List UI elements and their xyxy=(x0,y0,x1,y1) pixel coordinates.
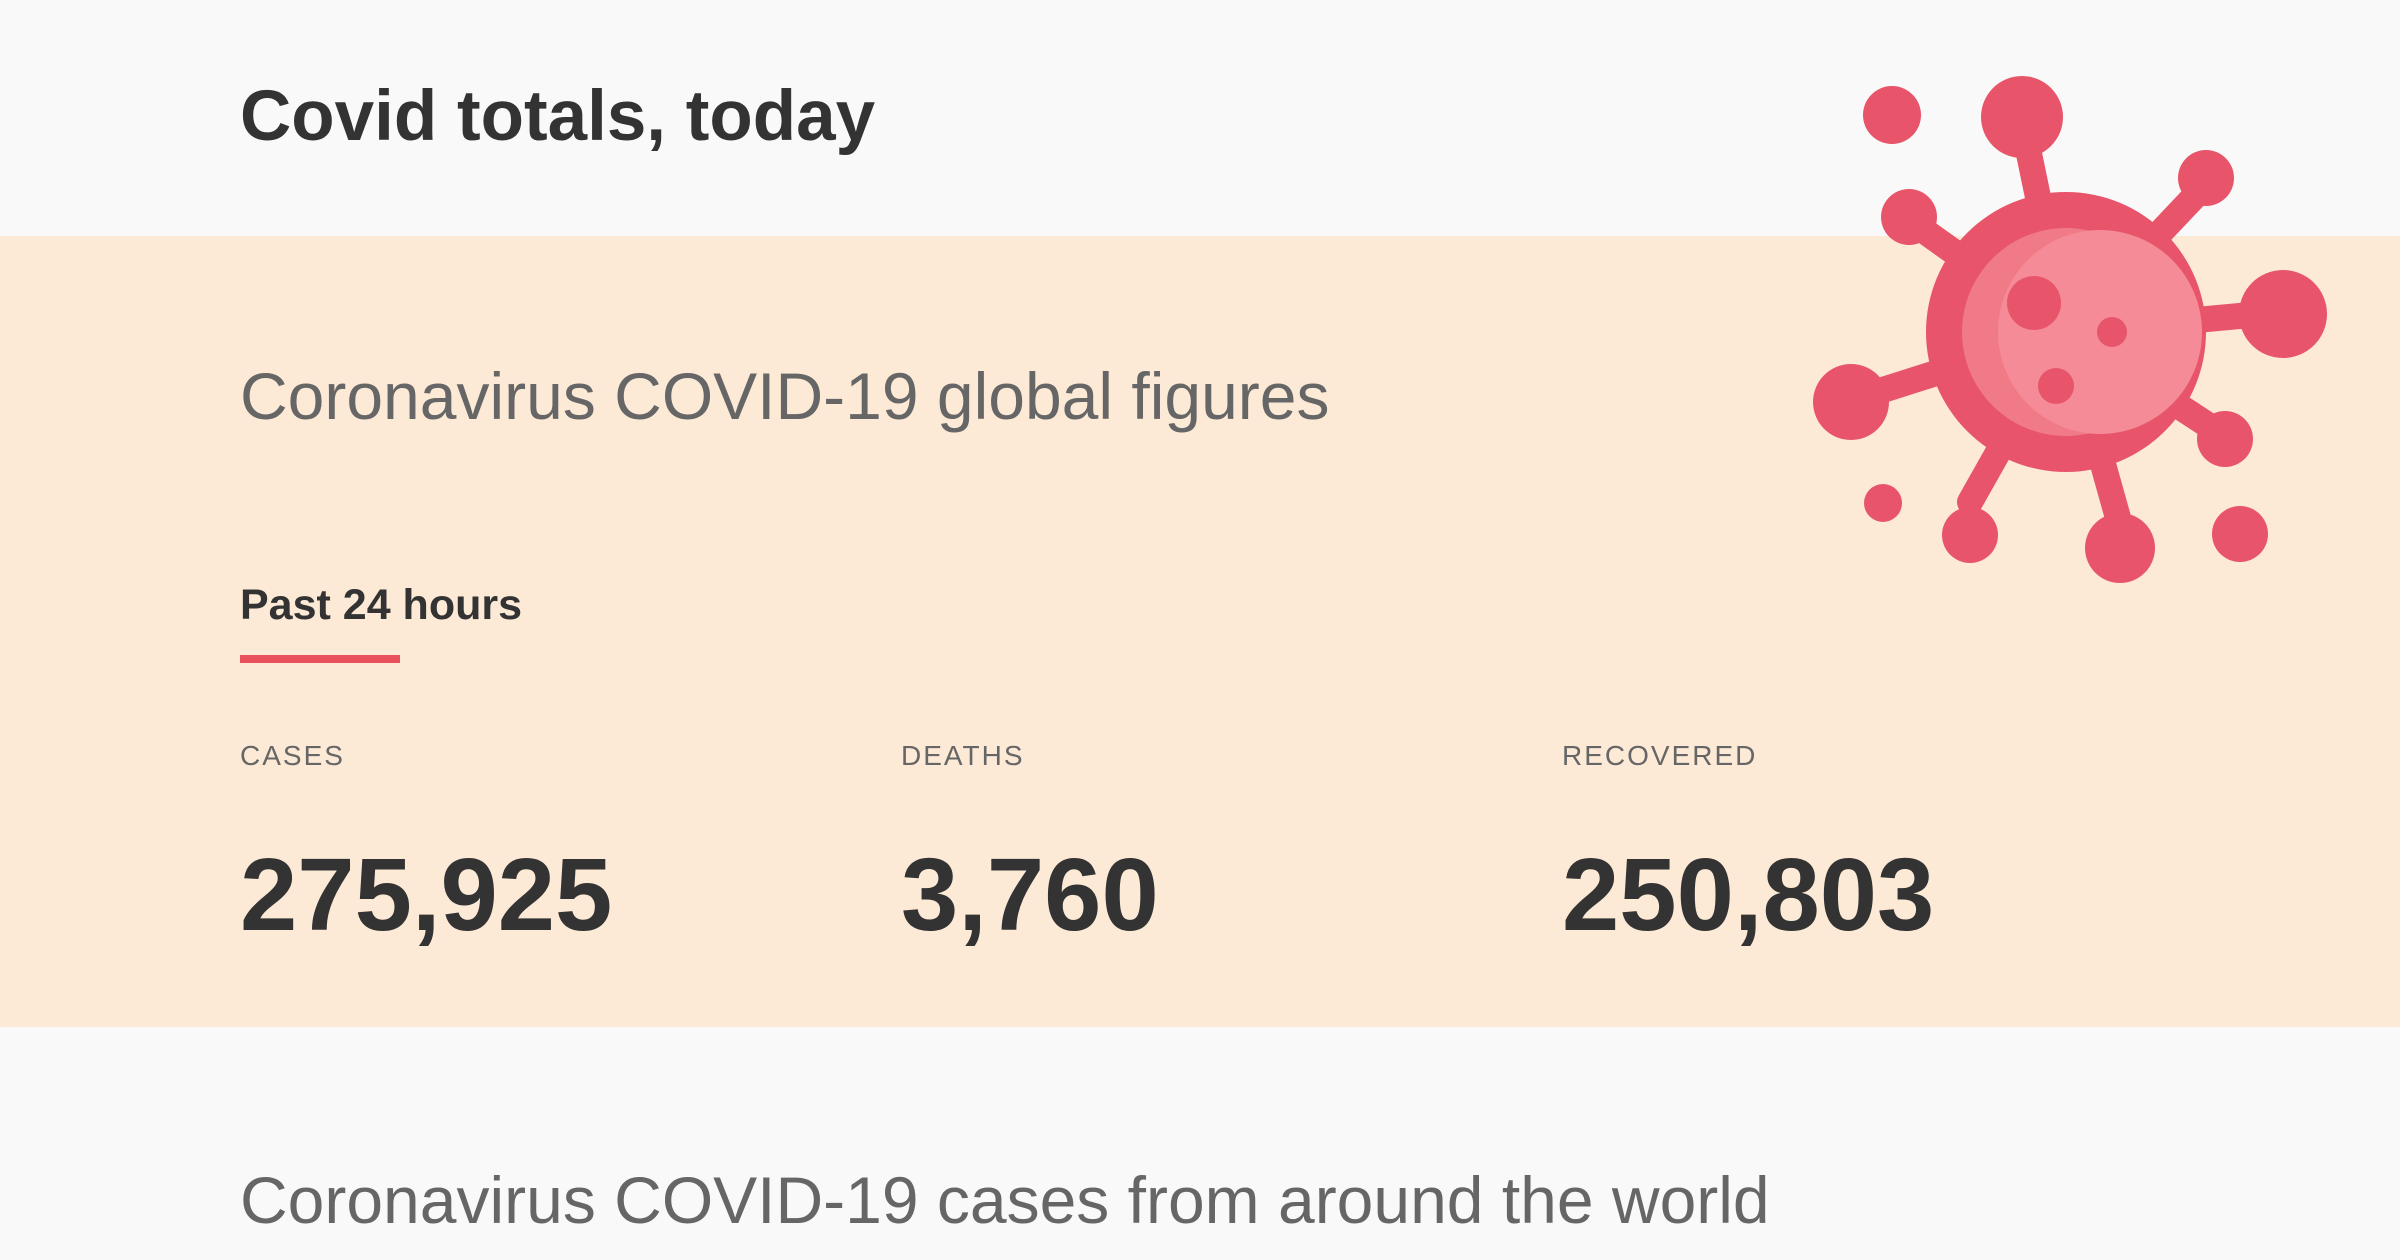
stat-deaths-label: DEATHS xyxy=(901,740,1025,771)
stat-cases-value: 275,925 xyxy=(240,837,613,952)
coronavirus-icon xyxy=(1813,76,2327,583)
stat-deaths-value: 3,760 xyxy=(901,837,1159,952)
stat-recovered: RECOVERED 250,803 xyxy=(1562,738,2202,950)
period-label: Past 24 hours xyxy=(240,581,522,629)
stat-cases-label: CASES xyxy=(240,740,345,771)
stat-cases: CASES 275,925 xyxy=(240,738,880,950)
world-cases-heading: Coronavirus COVID-19 cases from around t… xyxy=(240,1163,1770,1237)
global-figures-heading: Coronavirus COVID-19 global figures xyxy=(240,359,1330,433)
stat-deaths: DEATHS 3,760 xyxy=(901,738,1541,950)
period-underline xyxy=(240,655,400,663)
global-figures-panel: Coronavirus COVID-19 global figures Past… xyxy=(0,236,2400,1027)
stat-recovered-value: 250,803 xyxy=(1562,837,1935,952)
stat-recovered-label: RECOVERED xyxy=(1562,740,1758,771)
page-title: Covid totals, today xyxy=(240,77,876,156)
